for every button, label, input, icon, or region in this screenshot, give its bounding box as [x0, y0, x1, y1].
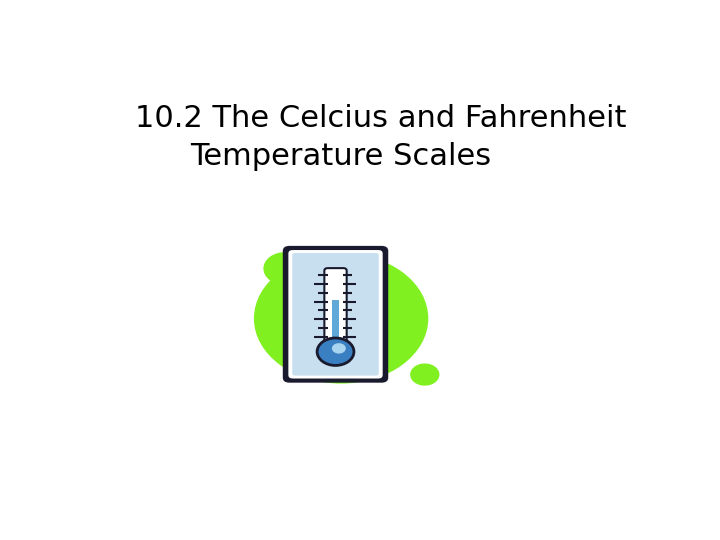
FancyBboxPatch shape [283, 246, 388, 383]
FancyBboxPatch shape [289, 250, 382, 379]
Circle shape [255, 254, 428, 383]
FancyBboxPatch shape [324, 268, 347, 344]
Text: 10.2 The Celcius and Fahrenheit: 10.2 The Celcius and Fahrenheit [135, 104, 626, 133]
Circle shape [332, 343, 346, 354]
FancyBboxPatch shape [292, 253, 379, 376]
Circle shape [411, 364, 438, 385]
Bar [332, 300, 339, 339]
Circle shape [264, 253, 307, 285]
Circle shape [317, 338, 354, 366]
Text: Temperature Scales: Temperature Scales [190, 142, 492, 171]
